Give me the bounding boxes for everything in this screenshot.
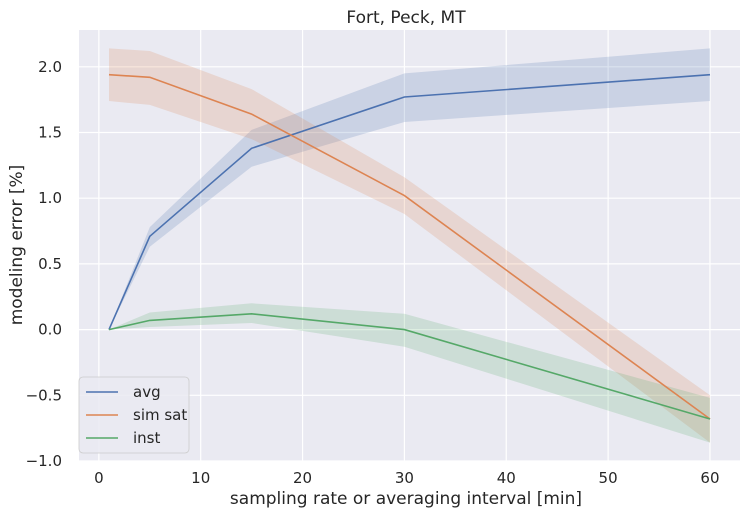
x-tick-label: 10 [191, 469, 210, 487]
legend-box [78, 376, 190, 454]
x-tick-label: 0 [94, 469, 104, 487]
y-tick-label: 1.0 [38, 189, 62, 207]
y-axis-ticks: −1.0 −0.5 0.0 0.5 1.0 1.5 2.0 [26, 58, 62, 470]
y-tick-label: 0.5 [38, 255, 62, 273]
y-tick-label: −1.0 [26, 452, 62, 470]
y-tick-label: 0.0 [38, 321, 62, 339]
x-axis-ticks: 0 10 20 30 40 50 60 [94, 469, 719, 487]
x-tick-label: 20 [293, 469, 312, 487]
x-tick-label: 40 [497, 469, 516, 487]
legend: avg sim sat inst [78, 376, 190, 454]
line-sim-sat [108, 73, 711, 420]
y-axis-label: modeling error [%] [7, 165, 27, 326]
y-tick-label: −0.5 [26, 386, 62, 404]
line-avg [108, 73, 711, 330]
x-axis-label: sampling rate or averaging interval [min… [230, 489, 582, 509]
y-tick-label: 1.5 [38, 123, 62, 141]
legend-label-sim-sat: sim sat [133, 406, 187, 424]
x-tick-label: 60 [700, 469, 719, 487]
y-tick-label: 2.0 [38, 58, 62, 76]
band-sim-sat [109, 48, 710, 443]
x-tick-label: 50 [599, 469, 618, 487]
x-tick-label: 30 [395, 469, 414, 487]
band-avg [109, 48, 710, 330]
series-lines [108, 73, 711, 420]
legend-label-avg: avg [133, 383, 161, 401]
chart-title: Fort, Peck, MT [346, 8, 466, 28]
legend-label-inst: inst [133, 429, 160, 447]
line-inst [108, 312, 711, 420]
